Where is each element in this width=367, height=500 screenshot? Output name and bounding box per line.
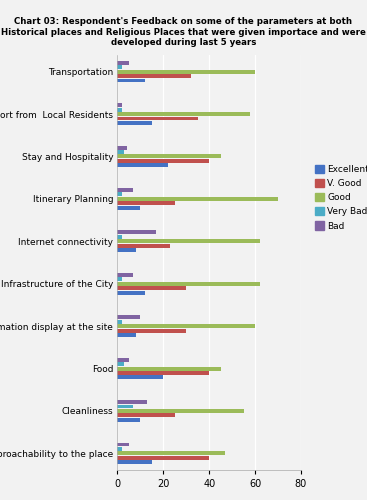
Bar <box>117 61 129 64</box>
Bar <box>117 452 225 456</box>
Bar <box>117 286 186 290</box>
Bar <box>117 121 152 125</box>
Bar <box>117 206 140 210</box>
Bar <box>117 146 127 150</box>
Bar <box>117 418 140 422</box>
Bar <box>117 65 122 69</box>
Bar <box>117 290 145 294</box>
Bar <box>117 333 136 337</box>
Bar <box>117 230 156 234</box>
Bar <box>117 197 278 201</box>
Bar <box>117 192 122 196</box>
Bar <box>117 376 163 380</box>
Bar <box>117 240 260 243</box>
Legend: Excellent, V. Good, Good, Very Bad, Bad: Excellent, V. Good, Good, Very Bad, Bad <box>313 164 367 232</box>
Bar <box>117 278 122 281</box>
Bar <box>117 154 221 158</box>
Bar <box>117 414 175 418</box>
Bar <box>117 282 260 286</box>
Bar <box>117 366 221 370</box>
Bar <box>117 116 198 120</box>
Bar <box>117 248 136 252</box>
Bar <box>117 371 209 375</box>
Bar <box>117 70 255 73</box>
Bar <box>117 324 255 328</box>
Bar <box>117 328 186 332</box>
Bar <box>117 202 175 205</box>
Bar <box>117 235 122 239</box>
Bar <box>117 320 122 324</box>
Bar <box>117 74 191 78</box>
Bar <box>117 460 152 464</box>
Text: Chart 03: Respondent's Feedback on some of the parameters at both
Historical pla: Chart 03: Respondent's Feedback on some … <box>1 18 366 48</box>
Bar <box>117 456 209 460</box>
Bar <box>117 447 122 451</box>
Bar <box>117 150 124 154</box>
Bar <box>117 442 129 446</box>
Bar <box>117 78 145 82</box>
Bar <box>117 362 124 366</box>
Bar <box>117 159 209 163</box>
Bar <box>117 244 170 248</box>
Bar <box>117 164 168 167</box>
Bar <box>117 188 134 192</box>
Bar <box>117 108 122 112</box>
Bar <box>117 404 134 408</box>
Bar <box>117 273 134 277</box>
Bar <box>117 400 147 404</box>
Bar <box>117 112 250 116</box>
Bar <box>117 316 140 319</box>
Bar <box>117 409 244 413</box>
Bar <box>117 103 122 107</box>
Bar <box>117 358 129 362</box>
